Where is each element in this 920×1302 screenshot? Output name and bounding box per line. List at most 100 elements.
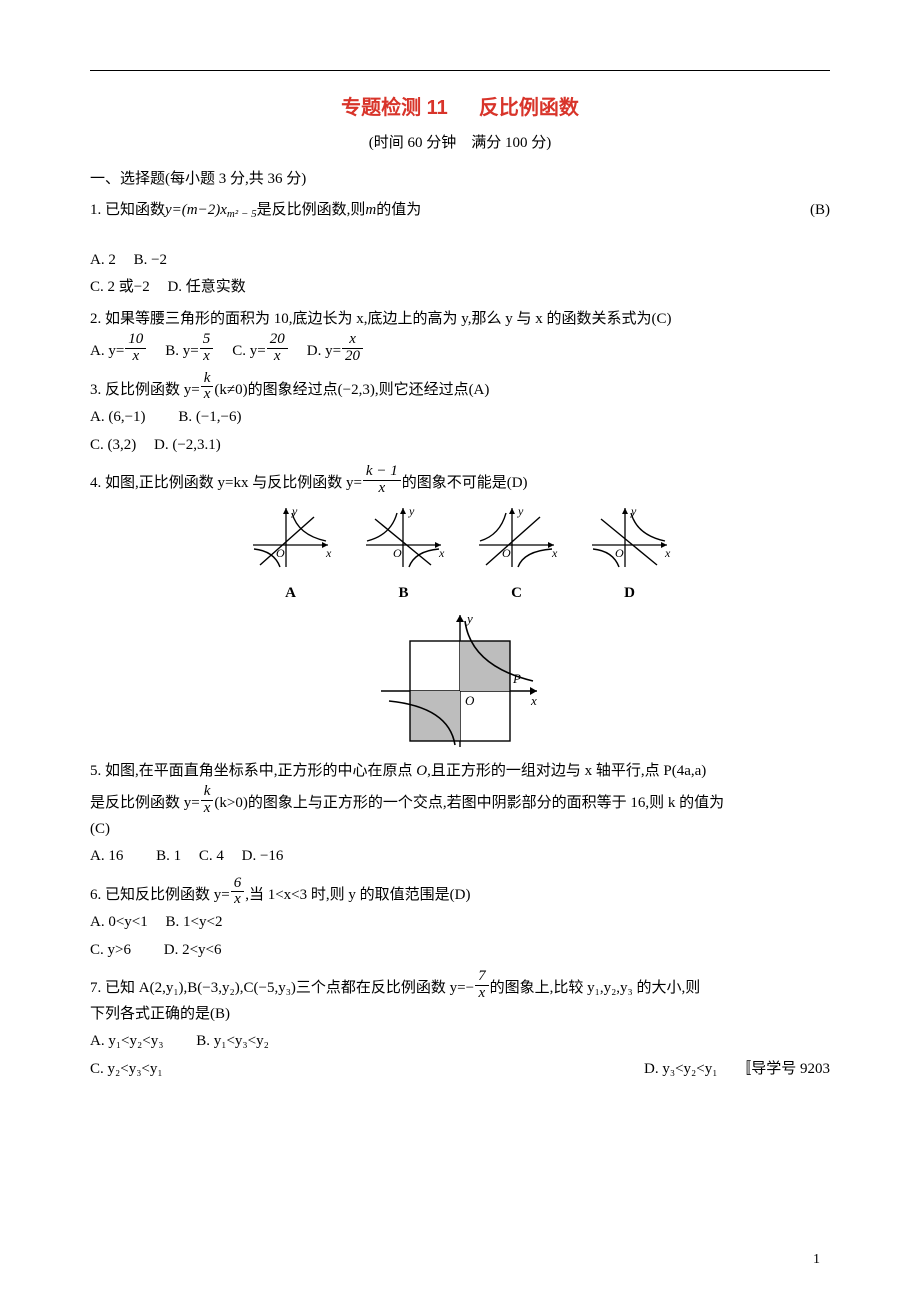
q4-stem-b: 的图象不可能是(D) [402,471,528,497]
q4-label-C: C [474,581,559,607]
q5-optC: C. 4 [199,848,224,864]
q2-optD-l: D. y= [307,339,341,365]
q1-fn-pre: y=(m−2) [165,198,220,224]
q1-exp-sup: m² − 5 [227,205,257,224]
svg-text:y: y [630,505,637,518]
q6-optA: A. 0<y<1 [90,914,148,930]
q6-opts-row1: A. 0<y<1 B. 1<y<2 [90,910,830,936]
q3-optB: B. (−1,−6) [178,409,241,425]
q5-opts: A. 16 B. 1 C. 4 D. −16 [90,844,830,870]
q2-optC-num: 20 [267,332,288,349]
q6-stem-b: ,当 1<x<3 时,则 y 的取值范围是(D) [245,883,470,909]
q6-optD: D. 2<y<6 [164,942,222,958]
svg-text:O: O [615,546,624,560]
q1-opts-row2: C. 2 或−2 D. 任意实数 [90,275,830,301]
question-2: 2. 如果等腰三角形的面积为 10,底边长为 x,底边上的高为 y,那么 y 与… [90,307,830,365]
q1-stem-b: 是反比例函数,则 [257,198,366,224]
top-rule [90,70,830,71]
q4-graph-B: x y O B [361,505,446,607]
q4-label-D: D [587,581,672,607]
q1-stem-a: 1. 已知函数 [90,198,165,224]
q5-line1-a: 5. 如图,在平面直角坐标系中,正方形的中心在原点 [90,763,416,779]
q7-num: 7 [475,969,489,986]
q5-line2-b: (k>0)的图象上与正方形的一个交点,若图中阴影部分的面积等于 16,则 k 的… [214,791,724,817]
q5-optA: A. 16 [90,848,123,864]
q2-stem: 2. 如果等腰三角形的面积为 10,底边长为 x,底边上的高为 y,那么 y 与… [90,307,830,333]
question-3: 3. 反比例函数 y= kx (k≠0)的图象经过点(−2,3),则它还经过点(… [90,371,830,459]
q7-stem-b: 的图象上,比较 y₁,y₂,y₃ 的大小,则 [490,976,701,1002]
q2-optA-l: A. y= [90,339,124,365]
q2-opts: A. y=10x B. y=5x C. y=20x D. y=x20 [90,332,830,365]
q7-stem-a: 7. 已知 A(2,y₁),B(−3,y₂),C(−5,y₃)三个点都在反比例函… [90,976,474,1002]
question-7: 7. 已知 A(2,y₁),B(−3,y₂),C(−5,y₃)三个点都在反比例函… [90,969,830,1082]
svg-text:x: x [325,546,332,560]
q5-answer: (C) [90,817,830,843]
svg-text:P: P [512,671,521,686]
svg-text:x: x [438,546,445,560]
title-suffix: 反比例函数 [479,97,579,119]
q4-num: k − 1 [363,464,401,481]
q6-num: 6 [231,876,245,893]
q2-optA-num: 10 [125,332,146,349]
q5-figure: x y O P [90,611,830,751]
q3-optA: A. (6,−1) [90,409,146,425]
q6-opts-row2: C. y>6 D. 2<y<6 [90,938,830,964]
q1-m: m [365,198,376,224]
q6-optC: C. y>6 [90,942,131,958]
q5-optB: B. 1 [156,848,181,864]
page-number: 1 [813,1248,820,1272]
svg-text:x: x [551,546,558,560]
q2-optC-l: C. y= [232,339,265,365]
svg-text:O: O [502,546,511,560]
title-prefix: 专题检测 11 [341,97,448,119]
q1-opts-row1: A. 2 B. −2 [90,248,830,274]
q2-optA-den: x [125,349,146,365]
svg-text:x: x [530,693,537,708]
q1-optB: B. −2 [134,252,167,268]
q1-optD: D. 任意实数 [167,279,245,295]
q2-optB-num: 5 [200,332,214,349]
q3-optC: C. (3,2) [90,437,136,453]
q3-num: k [201,371,214,388]
q3-optD: D. (−2,3.1) [154,437,221,453]
q2-optB-l: B. y= [165,339,198,365]
q7-optB: B. y₁<y₃<y₂ [196,1033,269,1049]
page: 专题检测 11 反比例函数 (时间 60 分钟 满分 100 分) 一、选择题(… [0,0,920,1302]
q3-stem-a: 3. 反比例函数 y= [90,378,200,404]
q4-den: x [363,481,401,497]
q6-stem-a: 6. 已知反比例函数 y= [90,883,230,909]
question-4: 4. 如图,正比例函数 y=kx 与反比例函数 y= k − 1x 的图象不可能… [90,464,830,751]
question-5: 5. 如图,在平面直角坐标系中,正方形的中心在原点 O,且正方形的一组对边与 x… [90,759,830,870]
q7-optD: D. y₃<y₂<y₁ [644,1061,717,1077]
q1-stem-c: 的值为 [376,198,421,224]
q1-answer: (B) [810,198,830,224]
q4-graph-C: x y O C [474,505,559,607]
q6-optB: B. 1<y<2 [166,914,223,930]
q3-stem-b: (k≠0)的图象经过点(−2,3),则它还经过点(A) [214,378,489,404]
q3-opts-row1: A. (6,−1) B. (−1,−6) [90,405,830,431]
q1-optC: C. 2 或−2 [90,279,150,295]
q5-line2-a: 是反比例函数 y= [90,791,200,817]
question-6: 6. 已知反比例函数 y= 6x ,当 1<x<3 时,则 y 的取值范围是(D… [90,876,830,964]
subtitle: (时间 60 分钟 满分 100 分) [90,131,830,157]
q5-den: x [201,801,214,817]
page-title: 专题检测 11 反比例函数 [90,91,830,125]
q7-opts-row2: C. y₂<y₃<y₁ D. y₃<y₂<y₁ 〚导学号 9203 [90,1057,830,1083]
svg-text:O: O [276,546,285,560]
q5-num: k [201,784,214,801]
q4-figure-row: x y O A x y O [90,505,830,607]
q2-optD-den: 20 [342,349,363,365]
q1-exp-base: x [220,198,227,224]
q7-line2: 下列各式正确的是(B) [90,1002,830,1028]
svg-text:y: y [517,505,524,518]
q4-stem-a: 4. 如图,正比例函数 y=kx 与反比例函数 y= [90,471,362,497]
q2-optD-num: x [342,332,363,349]
svg-text:x: x [664,546,671,560]
q3-opts-row2: C. (3,2) D. (−2,3.1) [90,433,830,459]
q4-label-B: B [361,581,446,607]
q7-opts-row1: A. y₁<y₂<y₃ B. y₁<y₃<y₂ [90,1029,830,1055]
q5-line1-b: ,且正方形的一组对边与 x 轴平行,点 P(4a,a) [427,763,706,779]
q1-optA: A. 2 [90,252,116,268]
svg-text:y: y [408,505,415,518]
q7-optC: C. y₂<y₃<y₁ [90,1057,163,1083]
